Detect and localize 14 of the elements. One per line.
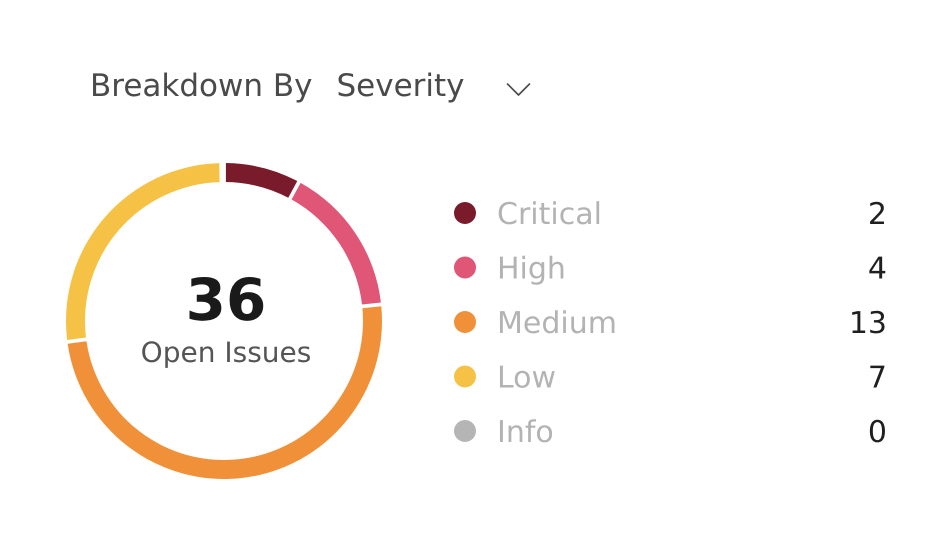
- legend-label: High: [497, 252, 566, 286]
- data-label: 7: [868, 360, 887, 396]
- chart-title: Breakdown By: [90, 68, 312, 104]
- data-label: 13: [848, 306, 887, 341]
- legend-label: Low: [497, 360, 556, 396]
- chart-subtitle: Severity: [336, 68, 464, 104]
- legend-label: Info: [497, 415, 554, 450]
- text: 0: [868, 415, 887, 450]
- data-label: 2: [868, 197, 887, 232]
- text: Open Issues: [140, 336, 312, 369]
- data-label: 4: [868, 252, 887, 286]
- text: 36: [186, 266, 266, 334]
- legend-label: Critical: [497, 197, 602, 232]
- legend-label: Medium: [497, 306, 617, 341]
